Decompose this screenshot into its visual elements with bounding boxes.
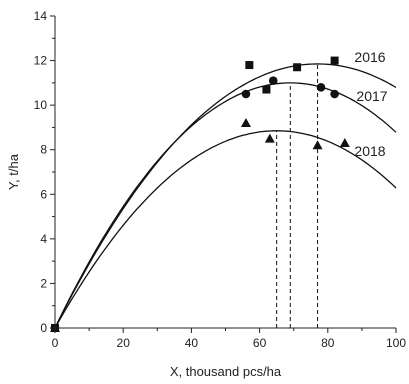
data-point-2018: [264, 133, 275, 143]
y-tick-label: 10: [34, 98, 48, 112]
x-tick-label: 60: [253, 336, 267, 350]
y-tick-label: 14: [34, 9, 48, 23]
data-point-2017: [316, 83, 326, 92]
y-tick-label: 0: [40, 321, 47, 335]
y-tick-label: 12: [34, 54, 48, 68]
x-tick-label: 20: [117, 336, 131, 350]
series-label-2016: 2016: [354, 49, 385, 65]
fit-curve-2018: [54, 130, 397, 329]
fit-curve-2017: [54, 82, 397, 329]
data-point-2016: [245, 61, 254, 70]
x-tick-label: 0: [52, 336, 59, 350]
y-tick-label: 4: [40, 232, 47, 246]
data-point-2017: [330, 89, 339, 99]
data-point-2016: [330, 56, 339, 65]
series-label-2018: 2018: [354, 143, 385, 159]
data-point-2017: [268, 76, 278, 85]
y-tick-label: 2: [40, 276, 47, 290]
x-axis-label: X, thousand pcs/ha: [170, 364, 282, 379]
data-point-2017: [241, 89, 251, 99]
x-tick-label: 100: [386, 336, 406, 350]
y-tick-label: 6: [40, 187, 47, 201]
data-point-2016: [293, 63, 302, 72]
series-label-2017: 2017: [356, 88, 387, 104]
data-point-2016: [262, 85, 271, 94]
data-point-2018: [312, 140, 323, 150]
fit-curve-2016: [54, 63, 397, 329]
data-point-2018: [339, 138, 350, 148]
data-point-2018: [240, 117, 251, 127]
y-tick-label: 8: [40, 143, 47, 157]
x-tick-label: 40: [185, 336, 199, 350]
y-axis-label: Y, t/ha: [6, 153, 21, 190]
x-tick-label: 80: [321, 336, 335, 350]
